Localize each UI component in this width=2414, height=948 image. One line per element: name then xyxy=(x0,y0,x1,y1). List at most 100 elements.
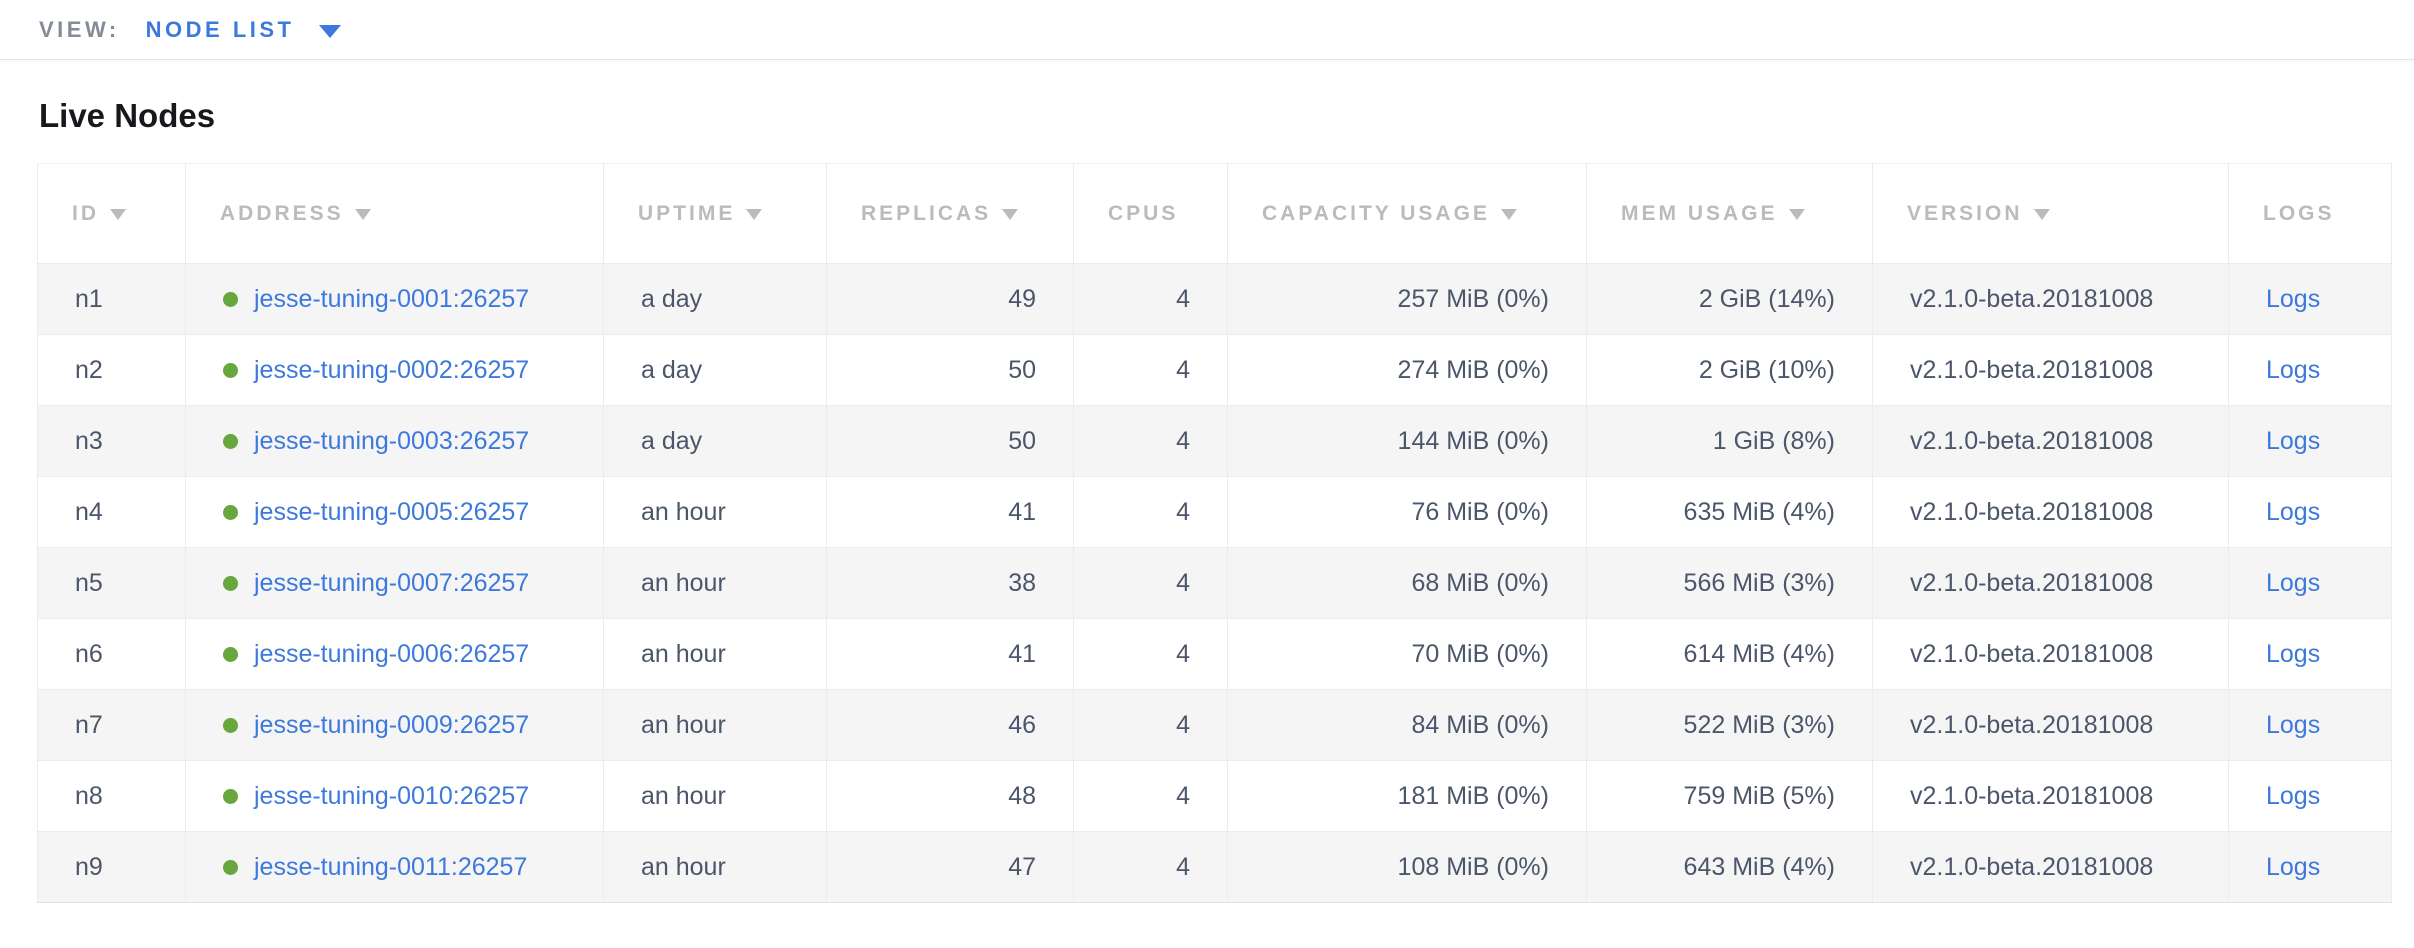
node-capacity-usage-cell: 76 MiB (0%) xyxy=(1227,476,1587,548)
table-row: n3 jesse-tuning-0003:26257 a day 50 4 144 MiB… xyxy=(37,405,2392,477)
node-logs-cell: Logs xyxy=(2228,476,2392,548)
column-header-capacity_usage[interactable]: CAPACITY USAGE xyxy=(1227,163,1587,264)
node-address-cell: jesse-tuning-0001:26257 xyxy=(185,263,604,335)
column-header-label: CPUS xyxy=(1108,201,1179,225)
column-header-replicas[interactable]: REPLICAS xyxy=(826,163,1074,264)
node-cpus-cell: 4 xyxy=(1073,831,1228,903)
node-address-cell: jesse-tuning-0007:26257 xyxy=(185,547,604,619)
node-logs-link[interactable]: Logs xyxy=(2266,639,2321,668)
node-capacity-usage-cell: 68 MiB (0%) xyxy=(1227,547,1587,619)
node-logs-link[interactable]: Logs xyxy=(2266,568,2321,597)
node-status-dot-icon xyxy=(223,575,238,591)
node-id-cell: n4 xyxy=(37,476,186,548)
table-row: n4 jesse-tuning-0005:26257 an hour 41 4 76 Mi… xyxy=(37,476,2392,548)
node-address-cell: jesse-tuning-0002:26257 xyxy=(185,334,604,406)
node-logs-link[interactable]: Logs xyxy=(2266,710,2321,739)
node-logs-link[interactable]: Logs xyxy=(2266,497,2321,526)
node-mem-usage-cell: 643 MiB (4%) xyxy=(1586,831,1873,903)
node-address-link[interactable]: jesse-tuning-0002:26257 xyxy=(254,355,530,384)
sort-caret-icon xyxy=(1002,208,1019,220)
node-address-cell: jesse-tuning-0010:26257 xyxy=(185,760,604,832)
node-replicas-cell: 38 xyxy=(826,547,1074,619)
node-replicas-cell: 49 xyxy=(826,263,1074,335)
caret-down-icon xyxy=(318,24,341,38)
node-replicas-cell: 50 xyxy=(826,334,1074,406)
node-id-cell: n6 xyxy=(37,618,186,690)
node-logs-link[interactable]: Logs xyxy=(2266,284,2321,313)
node-logs-link[interactable]: Logs xyxy=(2266,781,2321,810)
node-replicas-cell: 41 xyxy=(826,618,1074,690)
node-address-cell: jesse-tuning-0011:26257 xyxy=(185,831,604,903)
node-address-link[interactable]: jesse-tuning-0003:26257 xyxy=(254,426,530,455)
node-status-dot-icon xyxy=(223,504,238,520)
node-address-link[interactable]: jesse-tuning-0007:26257 xyxy=(254,568,530,597)
node-address-link[interactable]: jesse-tuning-0001:26257 xyxy=(254,284,530,313)
node-capacity-usage-cell: 84 MiB (0%) xyxy=(1227,689,1587,761)
column-header-uptime[interactable]: UPTIME xyxy=(603,163,827,264)
column-header-label: UPTIME xyxy=(638,201,736,225)
node-uptime-cell: an hour xyxy=(603,831,827,903)
node-uptime-cell: an hour xyxy=(603,618,827,690)
column-header-cpus: CPUS xyxy=(1073,163,1228,264)
sort-caret-icon xyxy=(354,208,371,220)
column-header-label: ID xyxy=(72,201,99,225)
sort-caret-icon xyxy=(1500,208,1517,220)
node-address-link[interactable]: jesse-tuning-0010:26257 xyxy=(254,781,530,810)
node-uptime-cell: an hour xyxy=(603,689,827,761)
node-capacity-usage-cell: 181 MiB (0%) xyxy=(1227,760,1587,832)
node-uptime-cell: a day xyxy=(603,405,827,477)
table-row: n6 jesse-tuning-0006:26257 an hour 41 4 70 Mi… xyxy=(37,618,2392,690)
node-uptime-cell: an hour xyxy=(603,476,827,548)
column-header-id[interactable]: ID xyxy=(37,163,186,264)
node-version-cell: v2.1.0-beta.20181008 xyxy=(1872,689,2229,761)
node-cpus-cell: 4 xyxy=(1073,263,1228,335)
node-id-cell: n1 xyxy=(37,263,186,335)
node-logs-link[interactable]: Logs xyxy=(2266,852,2321,881)
node-address-link[interactable]: jesse-tuning-0009:26257 xyxy=(254,710,530,739)
node-uptime-cell: a day xyxy=(603,334,827,406)
node-logs-cell: Logs xyxy=(2228,618,2392,690)
table-row: n9 jesse-tuning-0011:26257 an hour 47 4 108 M… xyxy=(37,831,2392,903)
table-row: n2 jesse-tuning-0002:26257 a day 50 4 274 MiB… xyxy=(37,334,2392,406)
node-logs-cell: Logs xyxy=(2228,547,2392,619)
view-selector-dropdown[interactable]: NODE LIST xyxy=(146,17,341,43)
table-row: n1 jesse-tuning-0001:26257 a day 49 4 257 MiB… xyxy=(37,263,2392,335)
node-address-link[interactable]: jesse-tuning-0006:26257 xyxy=(254,639,530,668)
node-logs-link[interactable]: Logs xyxy=(2266,355,2321,384)
column-header-logs: LOGS xyxy=(2228,163,2392,264)
node-mem-usage-cell: 614 MiB (4%) xyxy=(1586,618,1873,690)
node-cpus-cell: 4 xyxy=(1073,405,1228,477)
column-header-address[interactable]: ADDRESS xyxy=(185,163,604,264)
table-header: ID ADDRESS UPTIME REPLICAS CPUS CAPACITY USAG… xyxy=(37,163,2392,264)
node-status-dot-icon xyxy=(223,433,238,449)
view-selected-value: NODE LIST xyxy=(145,16,295,42)
node-address-cell: jesse-tuning-0006:26257 xyxy=(185,618,604,690)
node-cpus-cell: 4 xyxy=(1073,618,1228,690)
node-replicas-cell: 47 xyxy=(826,831,1074,903)
node-logs-cell: Logs xyxy=(2228,689,2392,761)
page-title: Live Nodes xyxy=(39,97,216,134)
node-uptime-cell: an hour xyxy=(603,547,827,619)
node-version-cell: v2.1.0-beta.20181008 xyxy=(1872,476,2229,548)
node-capacity-usage-cell: 274 MiB (0%) xyxy=(1227,334,1587,406)
node-address-link[interactable]: jesse-tuning-0011:26257 xyxy=(254,852,528,881)
node-mem-usage-cell: 566 MiB (3%) xyxy=(1586,547,1873,619)
view-label: VIEW: xyxy=(39,16,120,42)
column-header-version[interactable]: VERSION xyxy=(1872,163,2229,264)
node-logs-link[interactable]: Logs xyxy=(2266,426,2321,455)
node-logs-cell: Logs xyxy=(2228,760,2392,832)
node-logs-cell: Logs xyxy=(2228,405,2392,477)
node-id-cell: n8 xyxy=(37,760,186,832)
live-nodes-table: ID ADDRESS UPTIME REPLICAS CPUS CAPACITY USAG… xyxy=(37,163,2392,903)
node-logs-cell: Logs xyxy=(2228,831,2392,903)
table-row: n8 jesse-tuning-0010:26257 an hour 48 4 181 M… xyxy=(37,760,2392,832)
node-capacity-usage-cell: 257 MiB (0%) xyxy=(1227,263,1587,335)
node-address-link[interactable]: jesse-tuning-0005:26257 xyxy=(254,497,530,526)
sort-caret-icon xyxy=(110,208,126,220)
node-logs-cell: Logs xyxy=(2228,334,2392,406)
view-bar: VIEW: NODE LIST xyxy=(0,0,2414,60)
node-mem-usage-cell: 635 MiB (4%) xyxy=(1586,476,1873,548)
node-id-cell: n9 xyxy=(37,831,186,903)
node-id-cell: n7 xyxy=(37,689,186,761)
column-header-mem_usage[interactable]: MEM USAGE xyxy=(1586,163,1873,264)
